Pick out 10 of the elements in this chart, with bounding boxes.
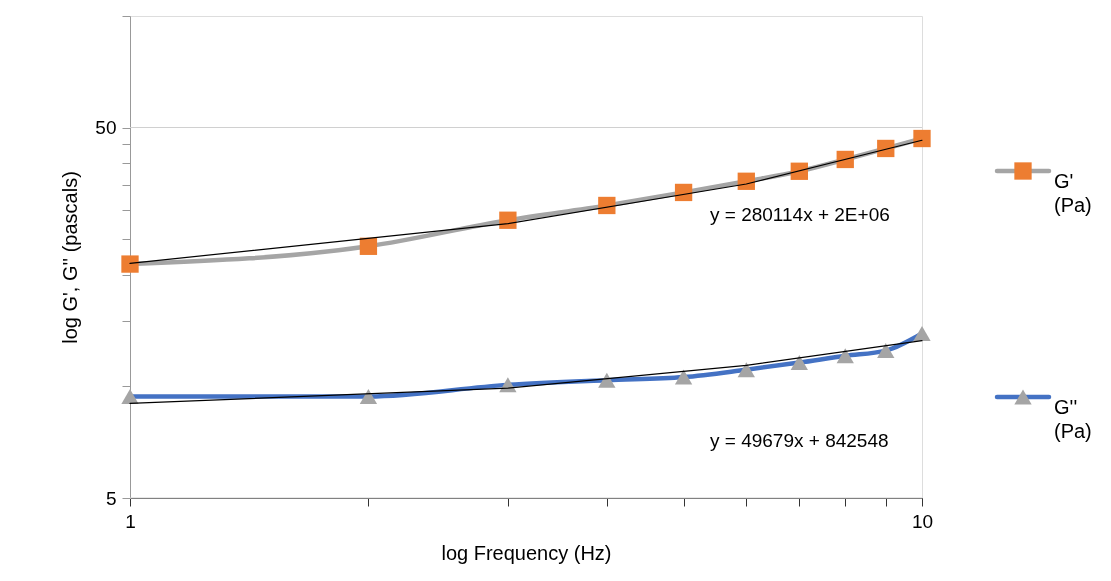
y-axis-title: log G', G'' (pascals) xyxy=(59,171,82,344)
y-tick-label: 5 xyxy=(105,487,117,509)
x-axis-title: log Frequency (Hz) xyxy=(441,541,612,564)
y-tick-label: 50 xyxy=(95,117,117,139)
legend-label: G' (Pa) xyxy=(1054,170,1092,216)
annotation: y = 280114x + 2E+06 xyxy=(710,204,890,225)
x-tick-label: 10 xyxy=(911,510,934,532)
annotation: y = 49679x + 842548 xyxy=(710,430,889,451)
legend-label: G'' (Pa) xyxy=(1054,396,1092,442)
x-tick-label: 1 xyxy=(125,510,136,532)
